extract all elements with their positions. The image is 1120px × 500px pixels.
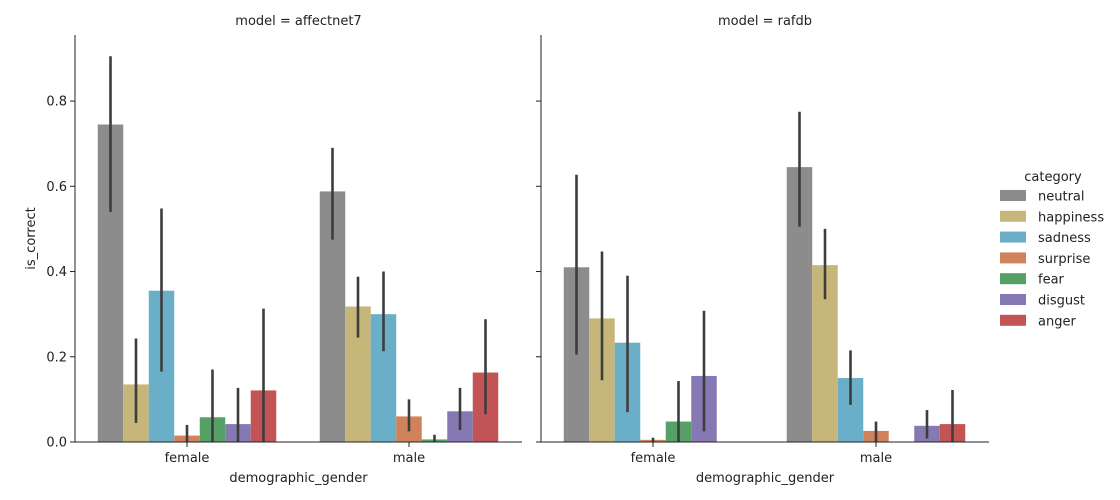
legend-label-neutral: neutral [1038,190,1085,205]
legend-swatch-anger [1000,314,1026,326]
legend-swatch-disgust [1000,294,1026,305]
x-axis-label: demographic_gender [696,471,835,486]
legend-swatch-happiness [1000,210,1026,222]
legend-label-fear: fear [1038,273,1065,288]
x-tick-label: female [631,451,676,466]
legend-swatch-fear [1000,273,1026,285]
panel-1: model = affectnet7 0.0 0.2 0.4 0.6 0.8 female m… [24,14,522,486]
legend-label-surprise: surprise [1038,252,1090,267]
y-tick-label: 0.8 [46,95,67,110]
x-tick-label: male [393,451,425,466]
x-tick-label: female [165,451,210,466]
panel-title: model = rafdb [718,14,812,29]
legend-title: category [1024,170,1082,185]
x-axis-label: demographic_gender [229,471,368,486]
legend-swatch-sadness [1000,231,1026,243]
legend-label-disgust: disgust [1038,294,1085,309]
y-axis-label: is_correct [24,207,39,269]
legend-label-happiness: happiness [1038,210,1104,225]
x-tick-label: male [860,451,892,466]
panel-2: model = rafdb female male demographic_gende… [536,14,989,486]
y-tick-label: 0.2 [46,350,67,365]
y-tick-label: 0.0 [46,436,67,451]
legend-label-anger: anger [1038,314,1076,329]
y-tick-label: 0.4 [46,265,67,280]
y-tick-label: 0.6 [46,180,67,195]
legend: category neutral happiness sadness surprise… [1000,170,1104,329]
legend-label-sadness: sadness [1038,231,1091,246]
panel-title: model = affectnet7 [235,14,361,29]
legend-swatch-neutral [1000,190,1026,201]
legend-swatch-surprise [1000,252,1026,264]
